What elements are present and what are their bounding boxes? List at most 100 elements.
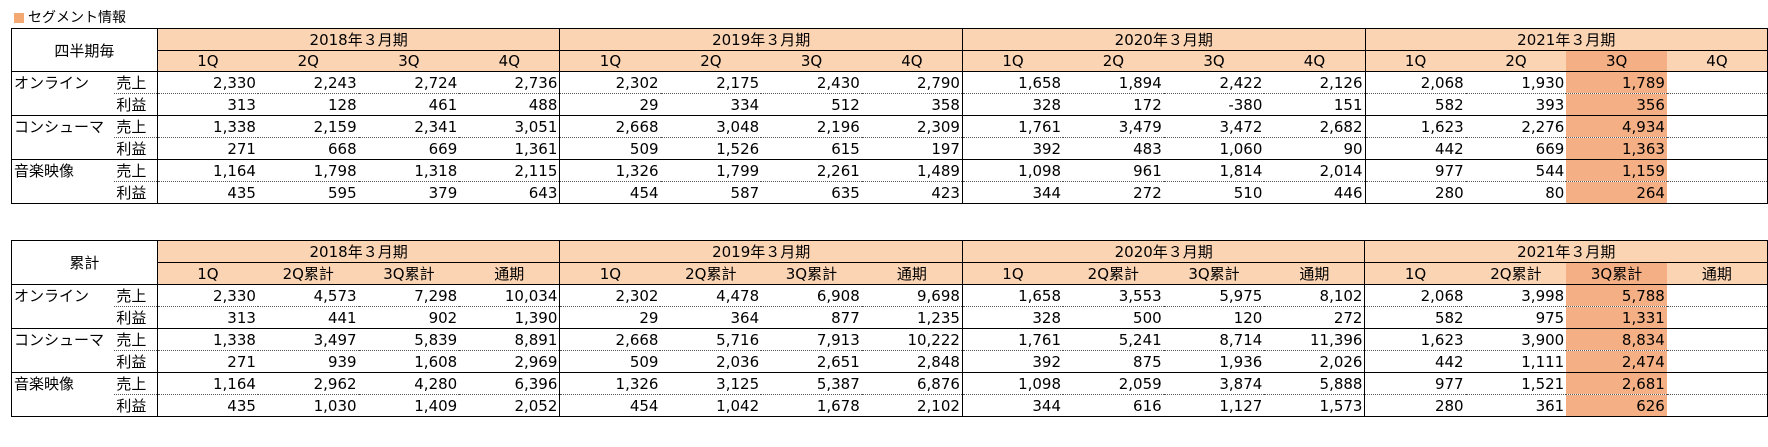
period-header: 2018年３月期 xyxy=(156,240,561,263)
value-cell: 582 xyxy=(1364,93,1466,116)
value-cell: 8,891 xyxy=(459,328,561,351)
value-cell: 7,913 xyxy=(761,328,862,351)
table-row: 利益 271 939 1,608 2,969 509 2,036 2,651 2,848 392 8… xyxy=(12,350,1768,373)
value-cell: 1,799 xyxy=(660,159,762,182)
table-row: オンライン 売上 2,330 2,243 2,724 2,736 2,302 2,175 2,4… xyxy=(11,71,1768,116)
value-cell: 9,698 xyxy=(861,284,963,307)
value-cell: 7,298 xyxy=(358,284,460,307)
value-cell xyxy=(1666,93,1768,116)
value-cell: 3,874 xyxy=(1163,372,1265,395)
value-cell: 1,526 xyxy=(660,137,762,160)
value-cell: 2,668 xyxy=(559,115,661,138)
value-cell: 500 xyxy=(1063,306,1164,329)
value-cell: 2,102 xyxy=(861,394,963,417)
value-cell: 875 xyxy=(1063,350,1164,373)
value-cell xyxy=(1666,181,1768,204)
value-cell: 313 xyxy=(156,93,258,116)
quarter-header: 3Q xyxy=(1566,50,1667,72)
quarter-header: 通期 xyxy=(459,262,561,285)
value-cell: 1,761 xyxy=(961,115,1064,138)
value-cell: 2,126 xyxy=(1264,71,1366,94)
value-cell: 975 xyxy=(1465,306,1567,329)
value-cell: 8,714 xyxy=(1163,328,1265,351)
value-cell: 544 xyxy=(1465,159,1567,182)
period-header: 2021年３月期 xyxy=(1364,240,1768,263)
table-corner-label: 四半期毎 xyxy=(11,28,158,72)
value-cell: 1,930 xyxy=(1465,71,1567,94)
value-cell: 2,724 xyxy=(358,71,460,94)
value-cell: 616 xyxy=(1063,394,1164,417)
value-cell: 454 xyxy=(559,181,661,204)
value-cell: 2,969 xyxy=(459,350,561,373)
value-cell: 1,390 xyxy=(459,306,561,329)
value-cell: 441 xyxy=(257,306,359,329)
value-cell: 6,876 xyxy=(861,372,963,395)
value-cell: 361 xyxy=(1465,394,1567,417)
value-cell: 510 xyxy=(1163,181,1265,204)
segment-label: コンシューマ xyxy=(11,115,115,160)
value-cell: 1,326 xyxy=(559,372,661,395)
value-cell: 1,894 xyxy=(1063,71,1164,94)
table-row: 利益 313 128 461 488 29 334 512 358 328 172 -380 151 58… xyxy=(12,93,1768,116)
quarter-header: 3Q xyxy=(1163,50,1265,72)
segment-label: オンライン xyxy=(11,284,115,329)
value-cell: 5,839 xyxy=(358,328,460,351)
value-cell: 877 xyxy=(761,306,862,329)
value-cell: 1,608 xyxy=(358,350,460,373)
value-cell: 5,788 xyxy=(1566,284,1667,307)
value-cell: 4,934 xyxy=(1566,115,1667,138)
value-cell: 10,222 xyxy=(861,328,963,351)
table-row: 音楽映像 売上 1,164 2,962 4,280 6,396 1,326 3,125 5,38… xyxy=(11,372,1768,417)
metric-label: 売上 xyxy=(114,71,158,94)
value-cell: 264 xyxy=(1566,181,1667,204)
value-cell: 10,034 xyxy=(459,284,561,307)
value-cell: 172 xyxy=(1063,93,1164,116)
value-cell: 1,338 xyxy=(156,115,258,138)
value-cell: 1,042 xyxy=(660,394,762,417)
metric-label: 利益 xyxy=(114,137,158,160)
table-row: オンライン 売上 2,330 4,573 7,298 10,034 2,302 4,478 6,… xyxy=(11,284,1768,329)
value-cell: 2,302 xyxy=(559,284,661,307)
value-cell: 2,059 xyxy=(1063,372,1164,395)
value-cell: 2,330 xyxy=(156,71,258,94)
value-cell: 2,430 xyxy=(761,71,862,94)
value-cell: 977 xyxy=(1364,159,1466,182)
value-cell: 643 xyxy=(459,181,561,204)
value-cell: 435 xyxy=(156,394,258,417)
table-row: 利益 313 441 902 1,390 29 364 877 1,235 328 500 120 27… xyxy=(12,306,1768,329)
quarter-header: 2Q xyxy=(1465,50,1567,72)
value-cell: 280 xyxy=(1364,181,1466,204)
value-cell: 3,472 xyxy=(1163,115,1265,138)
value-cell: 80 xyxy=(1465,181,1567,204)
table-row: 利益 271 668 669 1,361 509 1,526 615 197 392 483 1,06… xyxy=(12,137,1768,160)
value-cell: 1,798 xyxy=(257,159,359,182)
value-cell: 2,175 xyxy=(660,71,762,94)
value-cell: 423 xyxy=(861,181,963,204)
value-cell xyxy=(1666,115,1768,138)
value-cell: 1,235 xyxy=(861,306,963,329)
value-cell: 272 xyxy=(1264,306,1366,329)
quarter-header: 1Q xyxy=(1364,50,1466,72)
value-cell: 328 xyxy=(961,93,1064,116)
quarter-header: 1Q xyxy=(559,262,661,285)
value-cell: 344 xyxy=(961,181,1064,204)
value-cell: 3,051 xyxy=(459,115,561,138)
quarter-header: 2Q累計 xyxy=(257,262,359,285)
value-cell: 271 xyxy=(156,137,258,160)
value-cell: 197 xyxy=(861,137,963,160)
value-cell: 1,338 xyxy=(156,328,258,351)
value-cell: 2,422 xyxy=(1163,71,1265,94)
value-cell: 2,196 xyxy=(761,115,862,138)
table-row: コンシューマ 売上 1,338 2,159 2,341 3,051 2,668 3,048 2,… xyxy=(11,115,1768,160)
value-cell: 1,111 xyxy=(1465,350,1567,373)
value-cell: 2,243 xyxy=(257,71,359,94)
period-header: 2020年３月期 xyxy=(961,28,1366,51)
value-cell: 1,326 xyxy=(559,159,661,182)
quarter-header: 2Q累計 xyxy=(1063,262,1164,285)
value-cell xyxy=(1666,394,1768,417)
value-cell: 442 xyxy=(1364,350,1466,373)
value-cell: 669 xyxy=(358,137,460,160)
value-cell: 5,716 xyxy=(660,328,762,351)
value-cell: 2,026 xyxy=(1264,350,1366,373)
value-cell: 1,623 xyxy=(1364,115,1466,138)
